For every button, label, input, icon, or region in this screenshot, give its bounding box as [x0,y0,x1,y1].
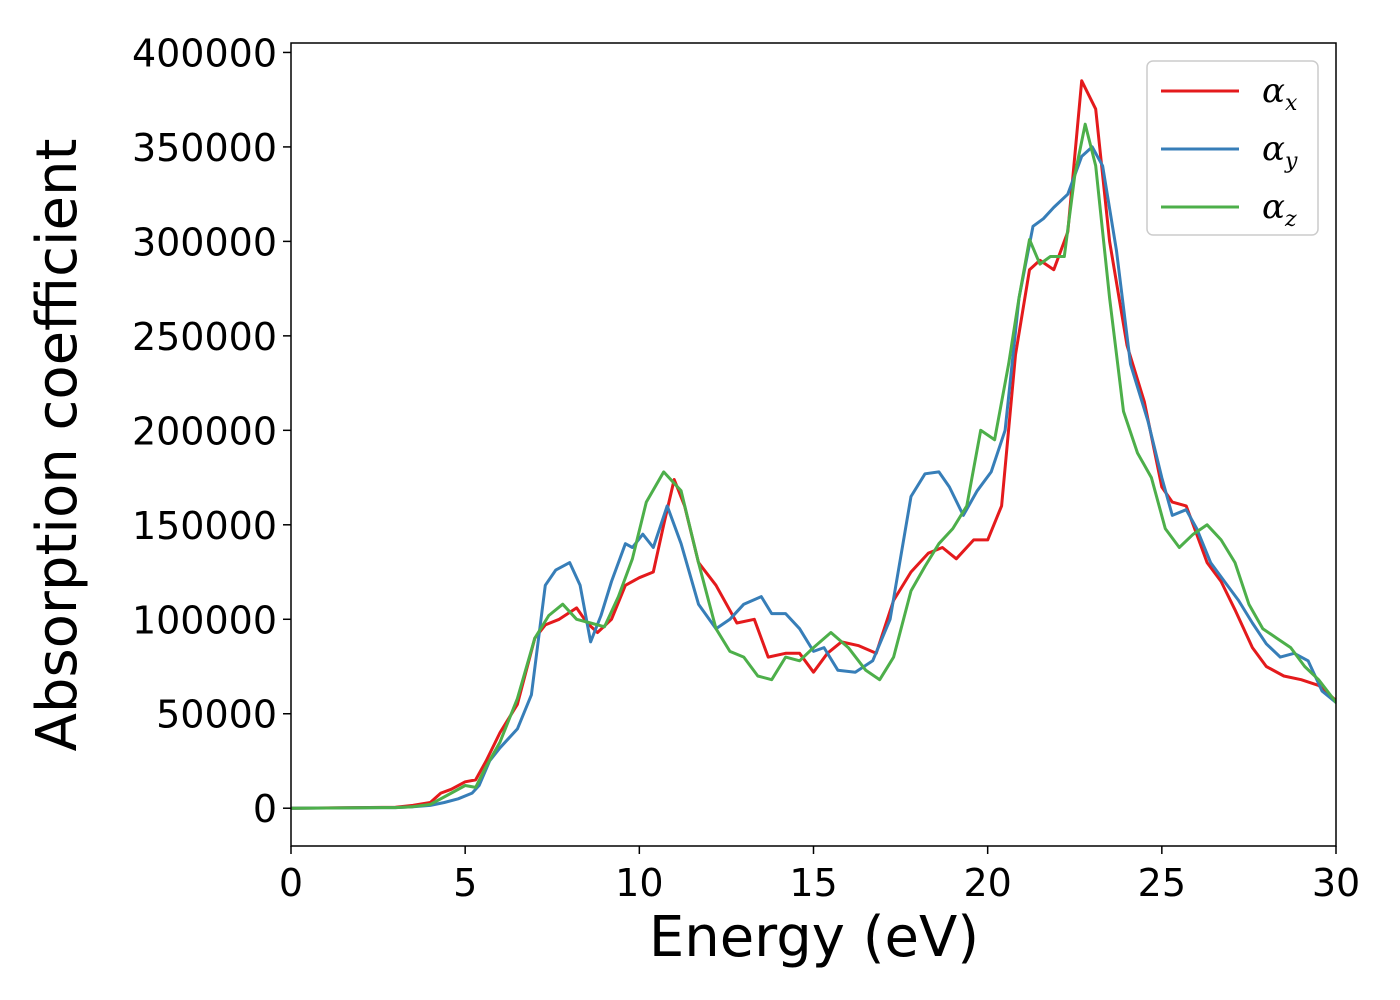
y-tick-label: 100000 [132,598,277,642]
y-tick-label: 300000 [132,220,277,264]
series-line-y [291,145,1336,810]
y-tick-label: 200000 [132,409,277,453]
legend-label-z: αz [1262,187,1297,232]
y-tick-label: 50000 [156,693,277,737]
x-axis-label: Energy (eV) [649,905,979,970]
x-tick-label: 30 [1312,861,1360,905]
x-tick-label: 20 [963,861,1011,905]
y-tick-label: 0 [253,787,277,831]
legend-label-y: αy [1262,129,1298,174]
x-tick-label: 25 [1138,861,1186,905]
y-tick-label: 250000 [132,315,277,359]
y-tick-label: 400000 [132,31,277,75]
legend: αx αy αz [1146,60,1319,236]
series-line-z [291,122,1336,810]
x-tick-label: 10 [615,861,663,905]
y-axis-label: Absorption coefficient [25,139,90,752]
x-tick-label: 0 [279,861,303,905]
y-axis: 0 50000 100000 150000 200000 250000 300000 3500… [132,31,291,831]
x-axis: 0 5 10 15 20 25 30 [279,846,1360,905]
y-tick-label: 150000 [132,504,277,548]
x-tick-label: 15 [789,861,837,905]
x-tick-label: 5 [453,861,477,905]
plot-area [290,42,1337,847]
legend-label-x: αx [1262,71,1298,116]
y-tick-label: 350000 [132,126,277,170]
